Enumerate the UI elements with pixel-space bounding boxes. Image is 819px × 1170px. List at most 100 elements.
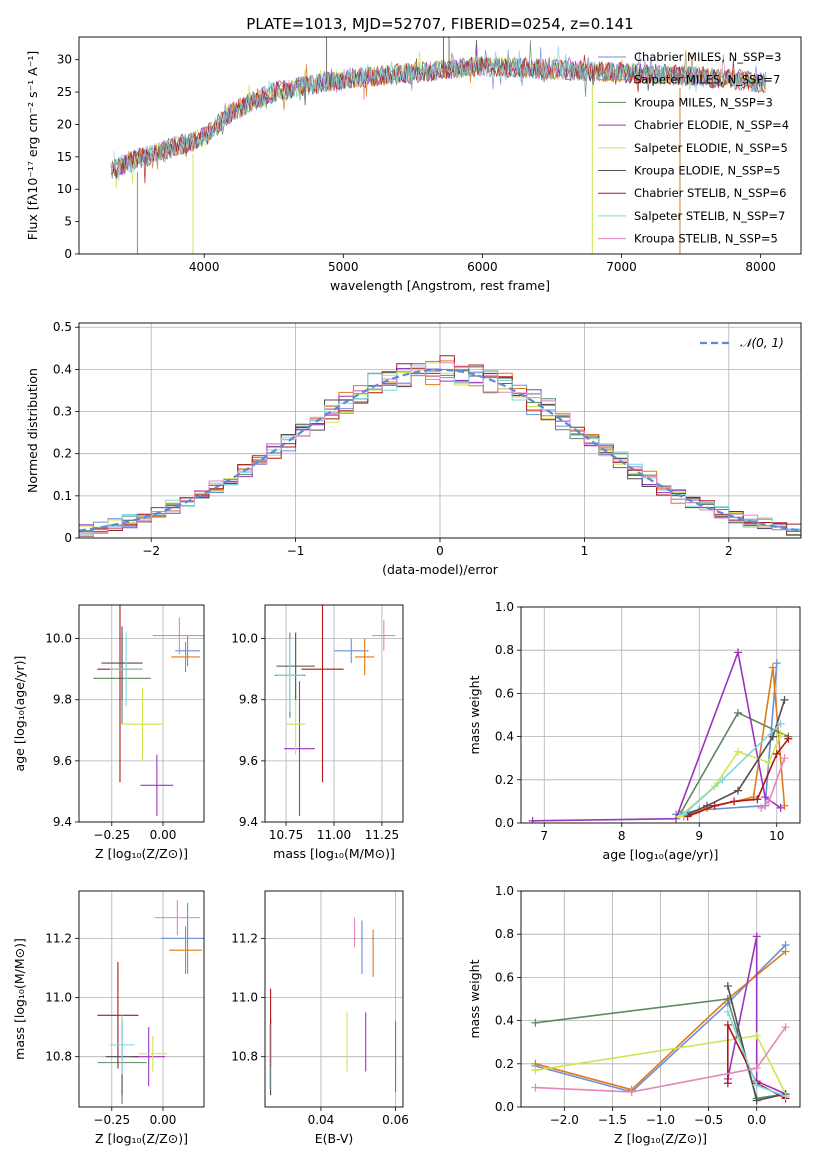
- y-axis-label: Flux [fλ10⁻¹⁷ erg cm⁻² s⁻¹ A⁻¹]: [25, 51, 40, 240]
- weight-point-marker: [734, 786, 742, 795]
- y-tick-label: 9.6: [239, 754, 258, 768]
- y-tick-label: 5: [64, 215, 72, 229]
- y-tick-label: 0.0: [495, 816, 514, 830]
- x-tick-label: 0.06: [382, 1113, 409, 1127]
- y-tick-label: 1.0: [495, 884, 514, 898]
- mass-vs-Z-plot: [79, 891, 204, 1107]
- x-axis-label: Z [log₁₀(Z/Z⊙)]: [95, 1131, 188, 1146]
- y-axis-label: mass [log₁₀(M/M⊙)]: [12, 938, 27, 1060]
- weight-point-marker: [780, 754, 789, 763]
- mass-weight-vs-age-plot: [521, 607, 800, 823]
- weight-point-marker: [772, 749, 781, 758]
- weight-point-marker: [757, 803, 766, 812]
- weight-point-marker: [761, 793, 770, 802]
- weight-point-marker: [780, 801, 789, 810]
- x-axis-label: Z [log₁₀(Z/Z⊙)]: [95, 846, 188, 861]
- x-tick-label: 10: [769, 829, 784, 843]
- axes-frame: [78, 604, 205, 823]
- y-tick-label: 0.0: [495, 1100, 514, 1114]
- weight-series-line: [727, 936, 786, 1095]
- legend-label: Chabrier STELIB, N_SSP=6: [634, 186, 786, 200]
- weight-point-marker: [784, 734, 793, 743]
- weight-point-marker: [752, 1064, 761, 1073]
- y-axis-label: age [log₁₀(age/yr)]: [12, 656, 27, 772]
- weight-point-marker: [679, 810, 688, 819]
- y-tick-label: 9.6: [53, 754, 72, 768]
- weight-point-marker: [752, 1081, 761, 1090]
- x-axis-label: (data-model)/error: [382, 562, 499, 577]
- y-axis-label: mass weight: [467, 959, 482, 1038]
- x-axis-label: age [log₁₀(age/yr)]: [603, 847, 719, 862]
- x-tick-label: 7000: [606, 260, 637, 274]
- y-tick-label: 0.3: [53, 405, 72, 419]
- weight-point-marker: [730, 797, 739, 806]
- y-axis-label: mass weight: [467, 675, 482, 754]
- weight-point-marker: [734, 747, 742, 756]
- x-tick-label: 8000: [745, 260, 776, 274]
- axes-frame: [78, 890, 205, 1108]
- legend-label: Salpeter MILES, N_SSP=7: [634, 73, 780, 87]
- weight-point-marker: [531, 1066, 540, 1075]
- y-tick-label: 10.8: [45, 1050, 72, 1064]
- y-tick-label: 0: [64, 247, 72, 261]
- weight-series-line: [687, 738, 790, 818]
- weight-point-marker: [780, 695, 789, 704]
- weight-point-marker: [723, 1020, 732, 1029]
- axes-frame: [78, 322, 802, 539]
- weight-point-marker: [752, 1031, 761, 1040]
- x-tick-label: 5000: [328, 260, 359, 274]
- weight-point-marker: [768, 663, 777, 672]
- weight-point-marker: [723, 1007, 732, 1016]
- weight-point-marker: [723, 982, 732, 991]
- y-tick-label: 0.4: [53, 362, 72, 376]
- axes-frame: [78, 36, 802, 255]
- figure-title: PLATE=1013, MJD=52707, FIBERID=0254, z=0…: [246, 15, 633, 33]
- mass-weight-vs-age-axes: [517, 606, 801, 827]
- x-axis-label: mass [log₁₀(M/M⊙)]: [273, 846, 395, 861]
- x-tick-label: 0: [436, 544, 444, 558]
- legend-label: Kroupa MILES, N_SSP=3: [634, 95, 773, 109]
- y-tick-label: 0.4: [495, 730, 514, 744]
- x-tick-label: −2: [142, 544, 160, 558]
- age-vs-mass-plot: [265, 605, 403, 822]
- weight-point-marker: [753, 795, 762, 804]
- axes-frame: [520, 606, 801, 824]
- x-axis-label: wavelength [Angstrom, rest frame]: [330, 278, 550, 293]
- y-tick-label: 0.1: [53, 489, 72, 503]
- legend-label: Kroupa ELODIE, N_SSP=5: [634, 164, 780, 178]
- x-tick-label: −2.0: [550, 1113, 579, 1127]
- residual-histogram-plot: [79, 323, 801, 538]
- weight-point-marker: [768, 732, 777, 741]
- residual-histogram-axes: [75, 322, 802, 542]
- age-vs-mass-axes: [261, 604, 404, 826]
- mass-weight-vs-Z-plot: [521, 891, 800, 1107]
- spectrum-plot: [110, 37, 767, 254]
- mass-vs-EBV-axes: [261, 890, 404, 1111]
- weight-point-marker: [710, 801, 719, 810]
- x-tick-label: −1.0: [646, 1113, 675, 1127]
- y-tick-label: 11.2: [231, 931, 258, 945]
- y-tick-label: 11.2: [45, 931, 72, 945]
- y-tick-label: 11.0: [231, 991, 258, 1005]
- legend-label: Salpeter ELODIE, N_SSP=5: [634, 141, 788, 155]
- gaussian-reference-curve: [79, 368, 801, 532]
- y-tick-label: 10.0: [231, 632, 258, 646]
- y-tick-label: 0.2: [495, 1057, 514, 1071]
- x-tick-label: −1.5: [598, 1113, 627, 1127]
- spectrum-series-line: [112, 54, 767, 184]
- spectrum-series-line: [113, 45, 767, 181]
- weight-point-marker: [781, 947, 790, 956]
- mass-weight-vs-Z-axes: [517, 890, 801, 1111]
- x-tick-label: 10.75: [269, 828, 303, 842]
- y-axis-label: Normed distribution: [25, 368, 40, 493]
- y-tick-label: 9.8: [53, 693, 72, 707]
- y-tick-label: 11.0: [45, 991, 72, 1005]
- weight-point-marker: [734, 708, 742, 717]
- weight-point-marker: [672, 814, 680, 823]
- y-tick-label: 9.8: [239, 693, 258, 707]
- weight-point-marker: [765, 797, 773, 806]
- histogram-step-line: [79, 362, 801, 534]
- weight-point-marker: [752, 1096, 761, 1105]
- y-tick-label: 0.6: [495, 970, 514, 984]
- x-tick-label: 6000: [467, 260, 498, 274]
